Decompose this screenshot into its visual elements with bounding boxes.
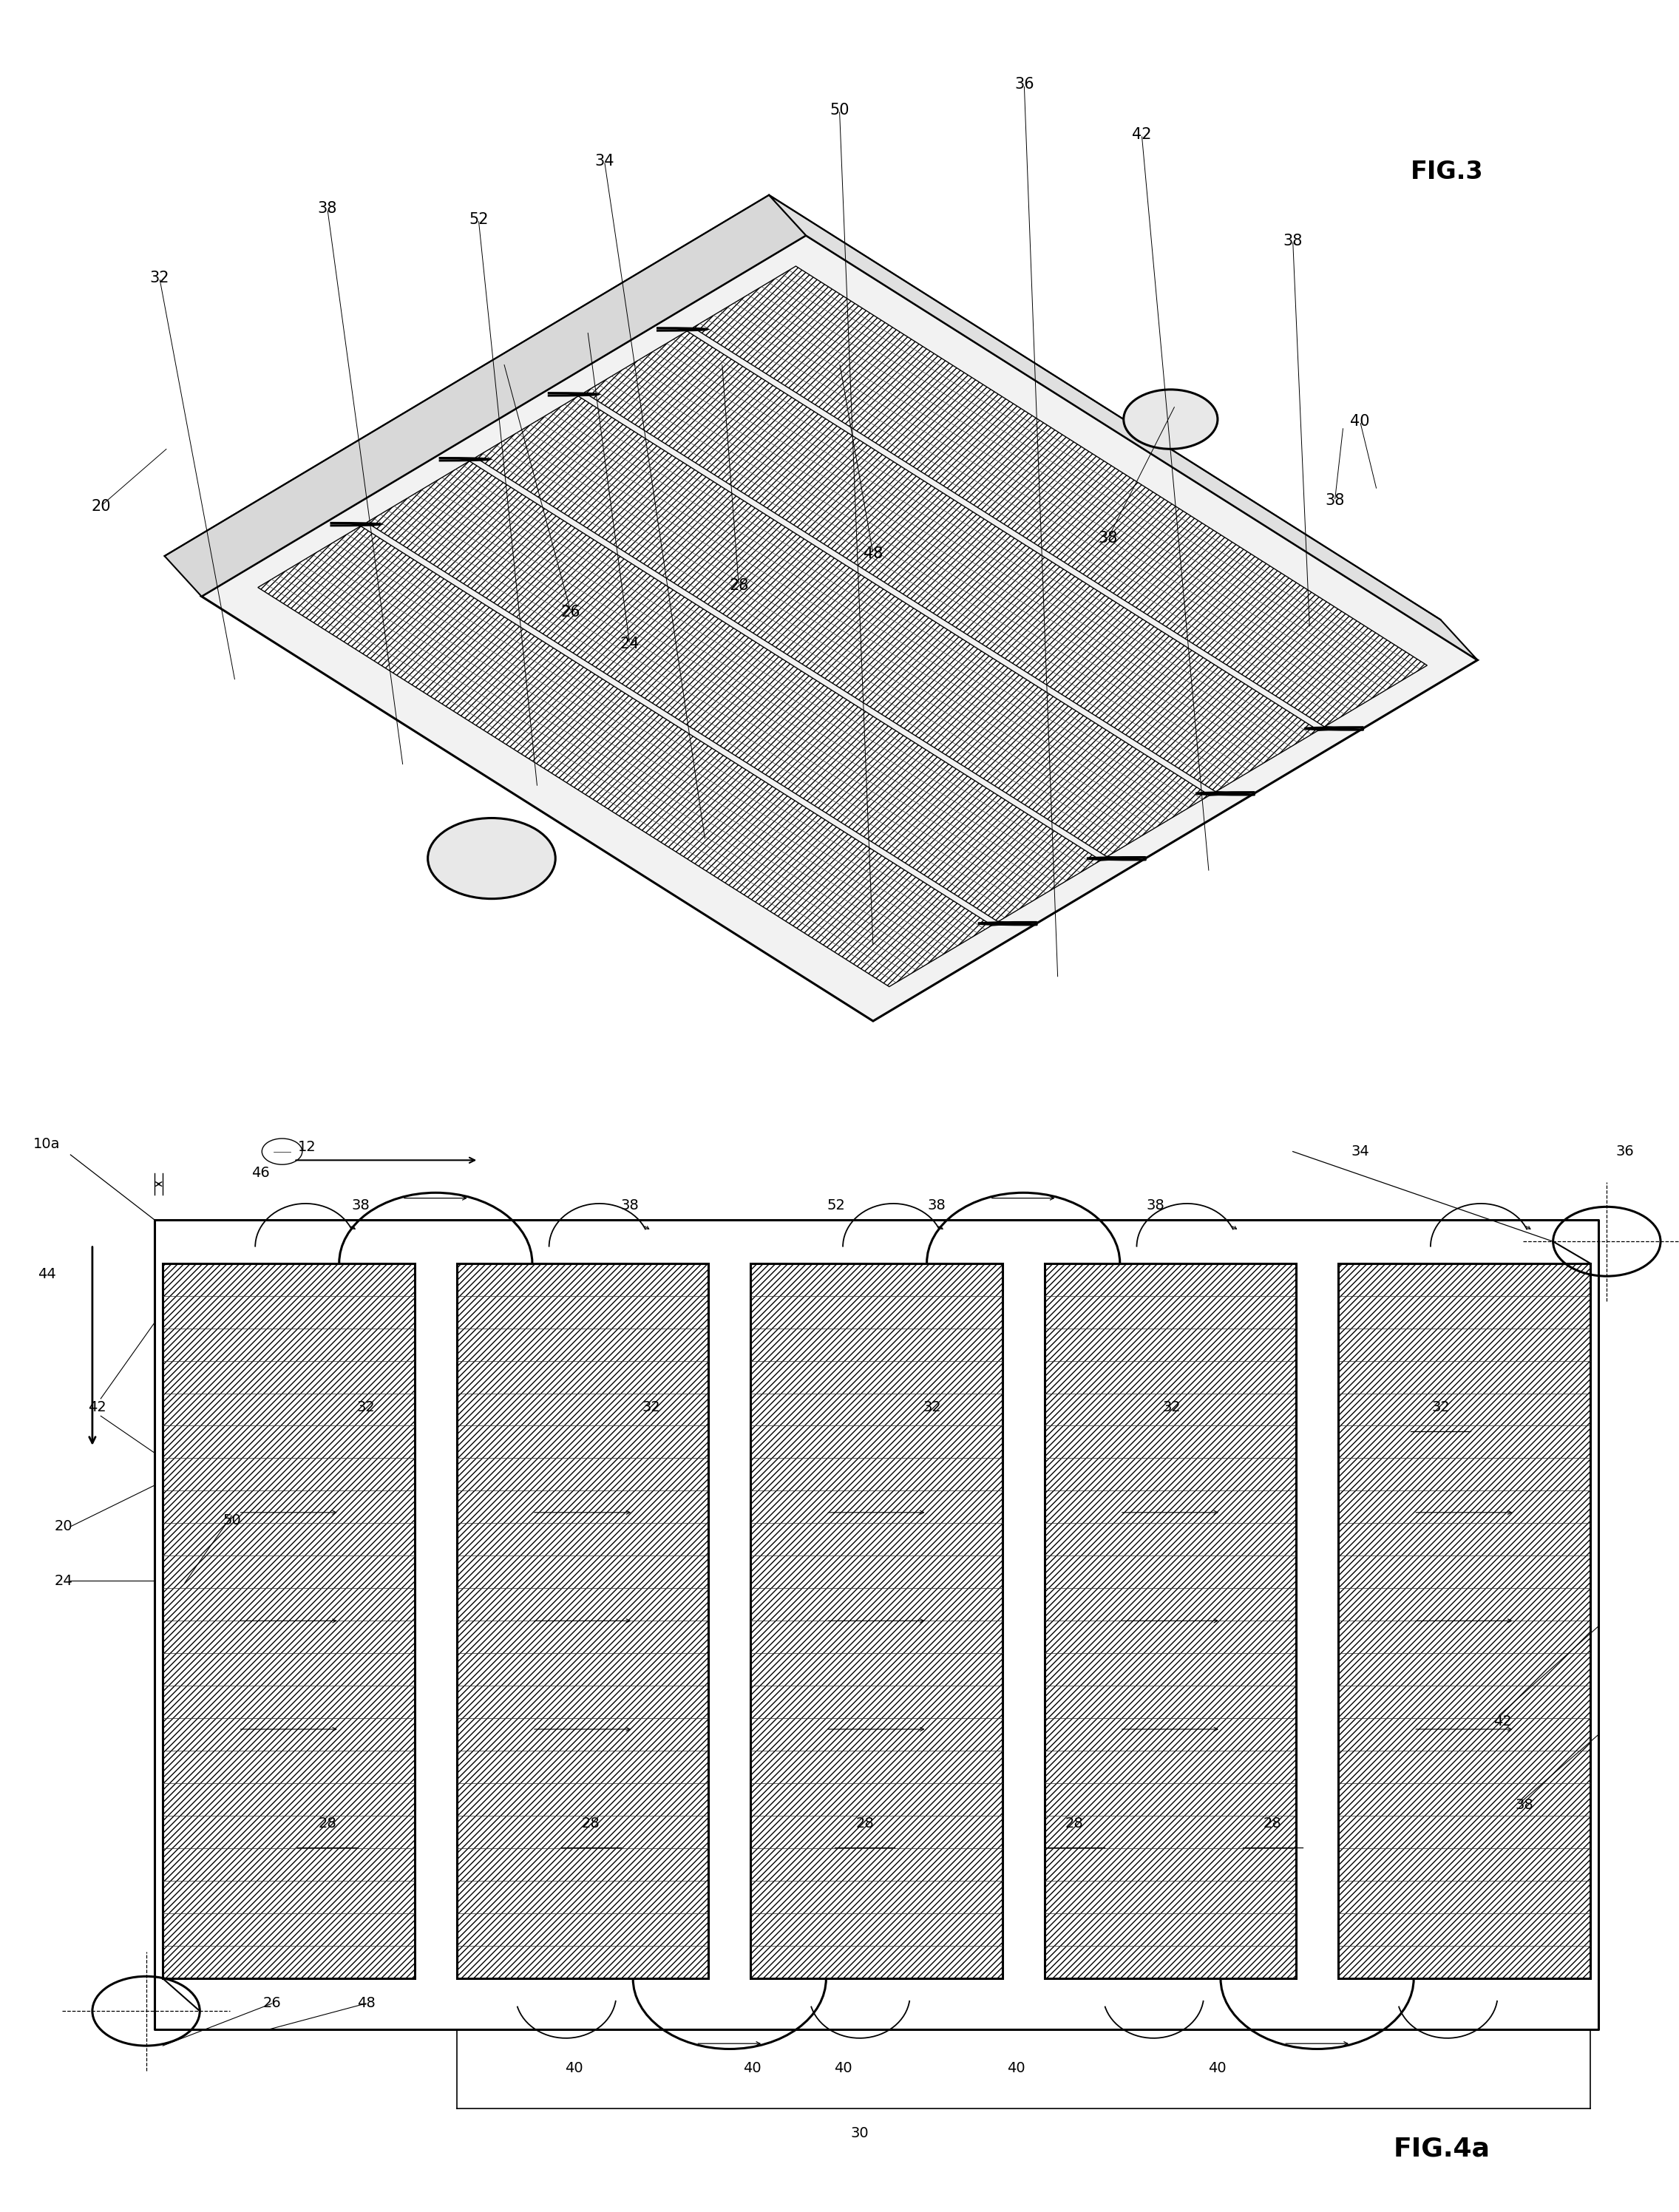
Text: 46: 46 bbox=[252, 1166, 269, 1181]
Text: 38: 38 bbox=[928, 1199, 945, 1212]
Text: 40: 40 bbox=[834, 2062, 851, 2075]
Text: 42: 42 bbox=[89, 1400, 106, 1413]
Text: 28: 28 bbox=[729, 577, 749, 593]
Text: 26: 26 bbox=[561, 604, 581, 619]
Text: 20: 20 bbox=[91, 498, 111, 513]
Polygon shape bbox=[165, 195, 806, 597]
Text: 40: 40 bbox=[1209, 2062, 1226, 2075]
Text: 32: 32 bbox=[1164, 1400, 1180, 1413]
Text: 32: 32 bbox=[358, 1400, 374, 1413]
Text: 42: 42 bbox=[1494, 1714, 1511, 1728]
Text: 32: 32 bbox=[923, 1400, 940, 1413]
Text: 38: 38 bbox=[317, 201, 337, 217]
Text: 38: 38 bbox=[1516, 1798, 1533, 1812]
Text: 36: 36 bbox=[1617, 1144, 1634, 1159]
Bar bbox=[751, 1263, 1002, 1978]
Text: 28: 28 bbox=[583, 1816, 599, 1832]
Text: 40: 40 bbox=[566, 2062, 583, 2075]
Text: 28: 28 bbox=[319, 1816, 336, 1832]
Text: 42: 42 bbox=[1132, 126, 1152, 142]
Polygon shape bbox=[693, 265, 1427, 728]
Text: 20: 20 bbox=[55, 1520, 72, 1533]
Text: 38: 38 bbox=[1283, 232, 1303, 248]
Circle shape bbox=[1123, 389, 1217, 449]
Text: 52: 52 bbox=[468, 212, 489, 228]
Text: 38: 38 bbox=[1098, 531, 1118, 546]
Text: 26: 26 bbox=[264, 1997, 280, 2011]
Text: 40: 40 bbox=[744, 2062, 761, 2075]
Text: 38: 38 bbox=[1147, 1199, 1164, 1212]
Text: 50: 50 bbox=[829, 102, 850, 117]
Polygon shape bbox=[259, 526, 992, 987]
Text: 30: 30 bbox=[851, 2126, 868, 2141]
Text: 52: 52 bbox=[828, 1199, 845, 1212]
Text: 32: 32 bbox=[149, 270, 170, 285]
Circle shape bbox=[428, 818, 556, 898]
Bar bbox=[1338, 1263, 1590, 1978]
Bar bbox=[1044, 1263, 1296, 1978]
Text: 32: 32 bbox=[1432, 1400, 1449, 1413]
Polygon shape bbox=[584, 332, 1318, 792]
Polygon shape bbox=[475, 396, 1209, 856]
Text: 44: 44 bbox=[39, 1267, 55, 1281]
Text: 38: 38 bbox=[1325, 493, 1345, 509]
Text: FIG.4a: FIG.4a bbox=[1394, 2137, 1491, 2161]
Text: FIG.3: FIG.3 bbox=[1410, 159, 1483, 184]
Bar bbox=[163, 1263, 415, 1978]
Text: 34: 34 bbox=[594, 153, 615, 168]
Polygon shape bbox=[201, 234, 1478, 1022]
Text: 32: 32 bbox=[643, 1400, 660, 1413]
Text: 28: 28 bbox=[1264, 1816, 1281, 1832]
Text: 34: 34 bbox=[1352, 1144, 1368, 1159]
Text: 40: 40 bbox=[1007, 2062, 1024, 2075]
Text: 48: 48 bbox=[358, 1997, 374, 2011]
Bar bbox=[457, 1263, 709, 1978]
Text: 24: 24 bbox=[620, 637, 640, 653]
Text: 50: 50 bbox=[223, 1513, 240, 1526]
Polygon shape bbox=[366, 460, 1101, 922]
Text: 12: 12 bbox=[299, 1139, 316, 1155]
Text: 36: 36 bbox=[1014, 77, 1034, 93]
Text: 38: 38 bbox=[353, 1199, 369, 1212]
Polygon shape bbox=[769, 195, 1478, 659]
Text: 10a: 10a bbox=[34, 1137, 60, 1150]
Text: 28: 28 bbox=[1066, 1816, 1083, 1832]
Text: 40: 40 bbox=[1350, 414, 1370, 429]
Text: 48: 48 bbox=[863, 546, 883, 562]
Text: 24: 24 bbox=[55, 1573, 72, 1588]
Text: 38: 38 bbox=[621, 1199, 638, 1212]
Text: 28: 28 bbox=[856, 1816, 873, 1832]
